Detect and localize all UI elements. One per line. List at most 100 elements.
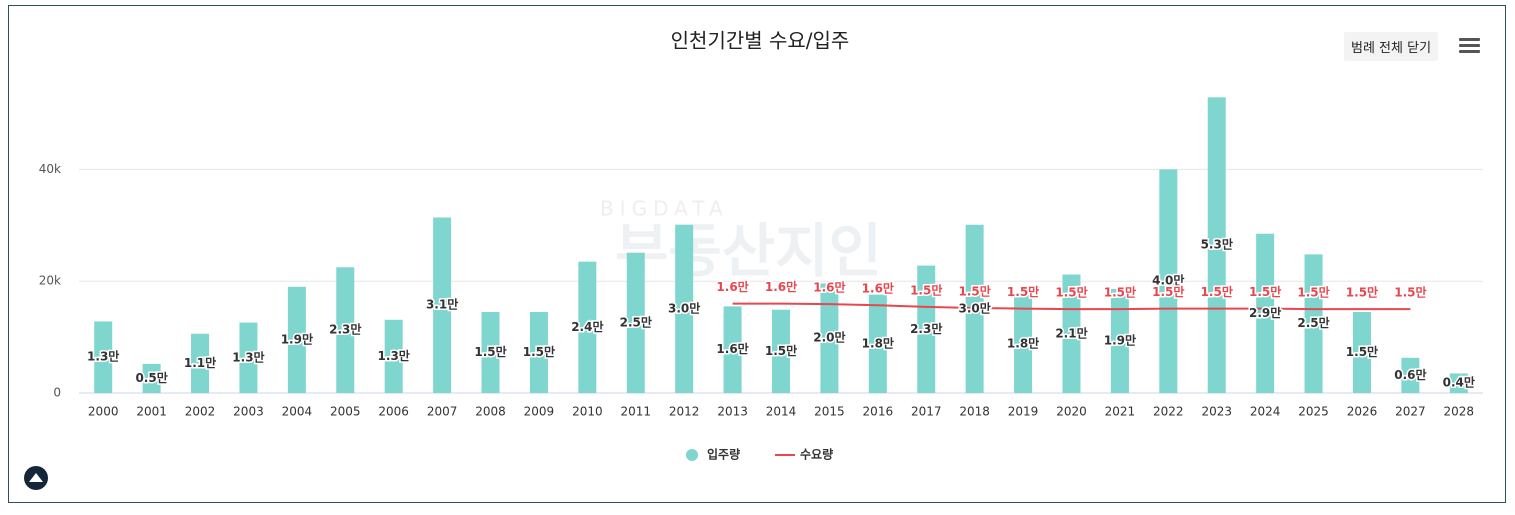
data-label: 1.8만: [1007, 335, 1039, 350]
data-label: 2.0만: [813, 330, 845, 345]
x-tick-label: 2019: [1008, 405, 1039, 419]
bar: [578, 261, 597, 393]
bar: [1014, 294, 1033, 393]
data-label: 1.5만: [1055, 285, 1087, 300]
data-label: 1.5만: [1297, 285, 1329, 300]
x-tick-label: 2023: [1201, 405, 1232, 419]
data-label: 1.5만: [1249, 284, 1281, 299]
x-tick-label: 2017: [911, 405, 942, 419]
x-tick-label: 2009: [524, 405, 555, 419]
data-label: 1.3만: [378, 348, 410, 363]
data-label: 1.3만: [232, 349, 264, 364]
x-tick-label: 2018: [959, 405, 990, 419]
bar: [191, 333, 210, 393]
x-tick-label: 2011: [620, 405, 651, 419]
x-tick-label: 2028: [1444, 405, 1475, 419]
x-tick-label: 2027: [1395, 405, 1426, 419]
data-label: 3.0만: [958, 300, 990, 315]
data-label: 0.5만: [135, 370, 167, 385]
bar: [1304, 254, 1323, 393]
bar: [94, 321, 113, 393]
bar: [1256, 233, 1275, 393]
x-tick-label: 2000: [88, 405, 119, 419]
x-tick-label: 2025: [1298, 405, 1329, 419]
x-tick-label: 2024: [1250, 405, 1281, 419]
data-label: 1.6만: [765, 279, 797, 294]
watermark: BIGDATA: [600, 197, 729, 221]
frame: [8, 5, 1506, 503]
data-label: 1.5만: [1007, 284, 1039, 299]
data-label: 2.5만: [620, 314, 652, 329]
x-tick-label: 2015: [814, 405, 845, 419]
data-label: 1.8만: [862, 335, 894, 350]
data-label: 2.3만: [910, 321, 942, 336]
x-tick-label: 2021: [1105, 405, 1136, 419]
watermark: 부동산지인: [615, 217, 882, 285]
data-label: 1.5만: [1152, 284, 1184, 299]
menu-icon[interactable]: [1459, 38, 1480, 56]
data-label: 3.1만: [426, 297, 458, 312]
bar: [239, 322, 258, 393]
x-tick-label: 2006: [378, 405, 409, 419]
bar: [626, 252, 645, 393]
data-label: 1.5만: [958, 284, 990, 299]
data-label: 1.5만: [474, 344, 506, 359]
x-tick-label: 2016: [863, 405, 894, 419]
data-label: 1.5만: [1346, 344, 1378, 359]
bar: [820, 283, 839, 393]
bar: [723, 306, 742, 393]
bar: [142, 363, 161, 393]
bar: [529, 311, 548, 393]
x-tick-label: 2012: [669, 405, 700, 419]
x-tick-label: 2022: [1153, 405, 1184, 419]
bar: [917, 265, 936, 393]
data-label: 2.4만: [571, 319, 603, 334]
chart-title: 인천기간별 수요/입주: [671, 29, 850, 53]
y-tick-label: 20k: [39, 274, 61, 288]
bar: [868, 294, 887, 393]
data-label: 5.3만: [1201, 237, 1233, 252]
data-label: 1.9만: [1104, 333, 1136, 348]
line: [732, 302, 1411, 311]
bar: [336, 267, 355, 393]
x-tick-label: 2004: [282, 405, 313, 419]
y-tick-label: 40k: [39, 162, 61, 176]
data-label: 2.5만: [1297, 315, 1329, 330]
bar: [481, 311, 500, 393]
legend-label: 입주량: [707, 448, 740, 462]
data-label: 1.5만: [523, 344, 555, 359]
y-tick-label: 0: [53, 386, 61, 400]
bar: [287, 286, 306, 393]
legend-label: 수요량: [800, 448, 833, 462]
legend-toggle-button[interactable]: 범례 전체 닫기: [1344, 32, 1439, 61]
bar: [1159, 169, 1178, 393]
x-tick-label: 2013: [717, 405, 748, 419]
x-tick-label: 2005: [330, 405, 361, 419]
data-label: 2.9만: [1249, 305, 1281, 320]
data-label: 0.6만: [1394, 367, 1426, 382]
x-tick-label: 2020: [1056, 405, 1087, 419]
x-tick-label: 2001: [136, 405, 167, 419]
x-tick-label: 2003: [233, 405, 264, 419]
data-label: 1.6만: [716, 341, 748, 356]
data-label: 1.3만: [87, 349, 119, 364]
data-label: 2.3만: [329, 322, 361, 337]
bar: [1207, 97, 1226, 393]
bar: [1062, 274, 1081, 393]
bar: [1110, 289, 1129, 393]
x-tick-label: 2007: [427, 405, 458, 419]
x-tick-label: 2014: [766, 405, 797, 419]
bar: [675, 224, 694, 393]
bar: [772, 309, 790, 393]
legend-symbol: [686, 449, 698, 461]
data-label: 0.4만: [1443, 375, 1475, 390]
data-label: 2.1만: [1055, 325, 1087, 340]
bar: [1401, 357, 1420, 393]
logo-icon: [29, 473, 43, 482]
data-label: 1.9만: [281, 331, 313, 346]
x-tick-label: 2008: [475, 405, 506, 419]
data-label: 1.6만: [716, 279, 748, 294]
data-label: 1.5만: [1104, 285, 1136, 300]
bar: [384, 319, 403, 393]
x-tick-label: 2002: [185, 405, 216, 419]
